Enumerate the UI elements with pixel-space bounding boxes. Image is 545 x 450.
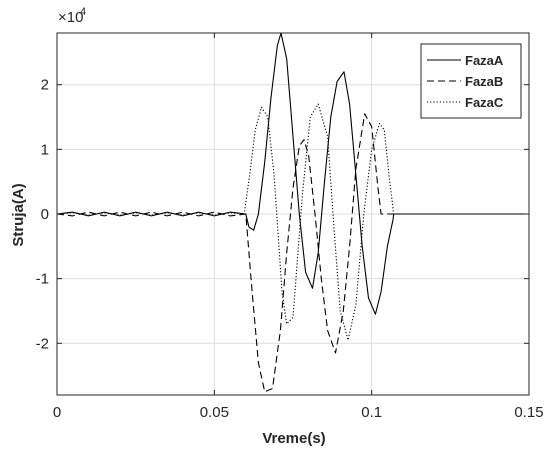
x-tick-label: 0 — [53, 404, 61, 421]
legend-label: FazaB — [465, 74, 503, 89]
y-axis-label: Struja(A) — [10, 183, 27, 246]
x-tick-label: 0.15 — [514, 404, 543, 421]
y-exponent-power: 4 — [80, 6, 86, 18]
x-axis-ticks: 0 0.05 0.1 0.15 — [53, 33, 544, 421]
series-group — [56, 32, 529, 393]
legend-label: FazaA — [465, 53, 504, 68]
series-line-fazac — [56, 103, 529, 341]
y-exponent-base: ×10 — [58, 9, 83, 26]
y-tick-label: 0 — [41, 206, 49, 223]
y-axis-ticks: -2 -1 0 1 2 — [36, 77, 529, 352]
y-tick-label: -2 — [36, 335, 49, 352]
x-tick-label: 0.05 — [200, 404, 229, 421]
x-tick-label: 0.1 — [361, 404, 382, 421]
y-tick-label: 2 — [41, 77, 49, 94]
legend: FazaA FazaB FazaC — [420, 43, 522, 119]
y-tick-label: 1 — [41, 141, 49, 158]
y-tick-label: -1 — [36, 271, 49, 288]
series-line-fazab — [56, 113, 529, 393]
legend-box — [420, 43, 522, 119]
legend-label: FazaC — [465, 95, 504, 110]
x-axis-label: Vreme(s) — [262, 430, 325, 447]
